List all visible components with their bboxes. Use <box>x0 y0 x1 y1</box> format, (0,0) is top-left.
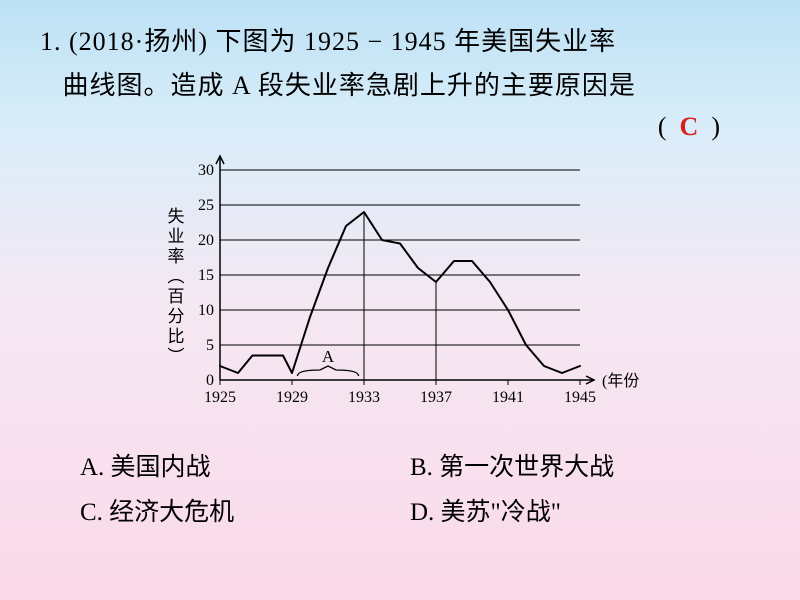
svg-text:5: 5 <box>206 337 214 354</box>
svg-text:1941: 1941 <box>492 389 524 406</box>
svg-text:0: 0 <box>206 372 214 389</box>
paren-open: ( <box>658 112 667 141</box>
svg-text:分: 分 <box>168 307 185 326</box>
svg-text:30: 30 <box>198 162 214 179</box>
svg-text:A: A <box>322 347 335 366</box>
q-stem2: 曲线图。造成 A 段失业率急剧上升的主要原因是 <box>63 71 636 100</box>
svg-text:25: 25 <box>198 197 214 214</box>
svg-text:1933: 1933 <box>348 389 380 406</box>
svg-text:业: 业 <box>168 227 185 246</box>
option-c: C. 经济大危机 <box>80 490 410 535</box>
svg-text:1937: 1937 <box>420 389 452 406</box>
svg-text:1945: 1945 <box>564 389 596 406</box>
svg-text:失: 失 <box>168 207 185 226</box>
answer-paren: ( C ) <box>40 112 760 142</box>
svg-text:︶: ︶ <box>168 347 185 366</box>
svg-text:15: 15 <box>198 267 214 284</box>
options-block: A. 美国内战 B. 第一次世界大战 C. 经济大危机 D. 美苏"冷战" <box>40 445 760 535</box>
q-stem1: 下图为 1925 − 1945 年美国失业率 <box>215 27 616 56</box>
svg-text:1925: 1925 <box>204 389 236 406</box>
answer-letter: C <box>680 112 699 141</box>
svg-text:20: 20 <box>198 232 214 249</box>
option-a: A. 美国内战 <box>80 445 410 490</box>
svg-text:(年份): (年份) <box>602 372 640 390</box>
chart-container: 0 5 10 15 20 25 30 1925 1929 1933 1937 1941 1945 A 失业率… <box>40 150 760 435</box>
q-number: 1. <box>40 27 62 56</box>
option-d: D. 美苏"冷战" <box>410 490 561 535</box>
q-source: (2018·扬州) <box>69 27 208 56</box>
unemployment-chart: 0 5 10 15 20 25 30 1925 1929 1933 1937 1941 1945 A 失业率… <box>160 150 640 430</box>
svg-text:1929: 1929 <box>276 389 308 406</box>
svg-text:比: 比 <box>168 327 185 346</box>
svg-text:率: 率 <box>168 247 185 266</box>
svg-text:百: 百 <box>168 287 185 306</box>
option-b: B. 第一次世界大战 <box>410 445 614 490</box>
svg-text:10: 10 <box>198 302 214 319</box>
svg-text:︵: ︵ <box>168 267 185 286</box>
paren-close: ) <box>711 112 720 141</box>
